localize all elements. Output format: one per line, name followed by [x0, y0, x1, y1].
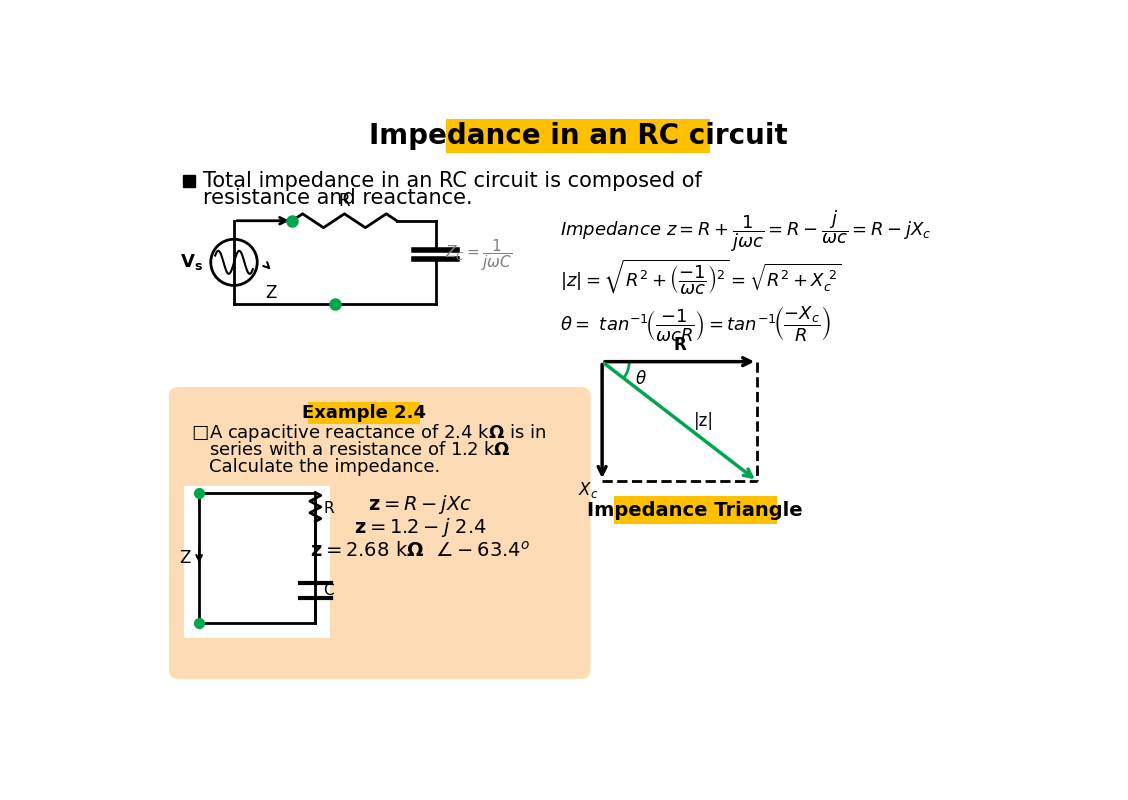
Text: |z|: |z| — [694, 412, 714, 430]
Text: $\mathit{Impedance}\ z = R + \dfrac{1}{j\omega c} = R - \dfrac{j}{\omega c} = R : $\mathit{Impedance}\ z = R + \dfrac{1}{j… — [559, 208, 931, 254]
FancyBboxPatch shape — [308, 402, 421, 424]
Text: R: R — [338, 192, 351, 210]
Text: Impedance in an RC circuit: Impedance in an RC circuit — [369, 122, 787, 150]
Text: $Z_C= \dfrac{1}{j\omega C}$: $Z_C= \dfrac{1}{j\omega C}$ — [444, 237, 512, 273]
Text: A capacitive reactance of 2.4 k$\mathbf{\Omega}$ is in: A capacitive reactance of 2.4 k$\mathbf{… — [209, 422, 546, 444]
Text: C: C — [323, 583, 334, 598]
FancyBboxPatch shape — [184, 486, 331, 638]
Text: Total impedance in an RC circuit is composed of: Total impedance in an RC circuit is comp… — [203, 170, 702, 190]
Text: $|z| = \sqrt{R^2 + \left(\dfrac{-1}{\omega c}\right)^2} = \sqrt{R^2 + X_c^{\ 2}}: $|z| = \sqrt{R^2 + \left(\dfrac{-1}{\ome… — [559, 258, 840, 297]
FancyBboxPatch shape — [614, 496, 776, 524]
Text: $\mathbf{z} = 2.68\ \mathrm{k}\mathbf{\Omega}\ \ \angle - 63.4^o$: $\mathbf{z} = 2.68\ \mathrm{k}\mathbf{\O… — [310, 540, 530, 560]
Text: R: R — [323, 502, 334, 517]
Text: ☐: ☐ — [192, 426, 209, 444]
Text: Impedance Triangle: Impedance Triangle — [588, 501, 803, 520]
Text: Z: Z — [265, 284, 276, 302]
Text: R: R — [673, 336, 686, 354]
Text: Example 2.4: Example 2.4 — [302, 404, 426, 422]
Text: $\theta$: $\theta$ — [635, 370, 646, 387]
Text: Z: Z — [179, 549, 191, 567]
Text: series with a resistance of 1.2 k$\mathbf{\Omega}$: series with a resistance of 1.2 k$\mathb… — [209, 442, 511, 459]
FancyBboxPatch shape — [169, 387, 590, 679]
Text: Calculate the impedance.: Calculate the impedance. — [209, 458, 440, 476]
Text: $\theta = \ tan^{-1}\!\left(\dfrac{-1}{\omega cR}\right) = tan^{-1}\!\left(\dfra: $\theta = \ tan^{-1}\!\left(\dfrac{-1}{\… — [559, 304, 831, 342]
FancyBboxPatch shape — [447, 119, 710, 153]
Text: $\mathbf{z} = 1.2 - j\ 2.4$: $\mathbf{z} = 1.2 - j\ 2.4$ — [353, 516, 486, 538]
Text: $X_c$: $X_c$ — [578, 480, 598, 500]
Text: resistance and reactance.: resistance and reactance. — [203, 188, 473, 208]
Text: $\mathbf{z} = R - jXc$: $\mathbf{z} = R - jXc$ — [368, 493, 472, 516]
Text: $\mathbf{V_s}$: $\mathbf{V_s}$ — [180, 252, 203, 272]
